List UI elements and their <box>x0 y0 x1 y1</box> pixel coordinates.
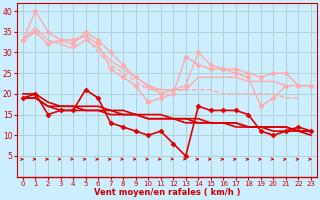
X-axis label: Vent moyen/en rafales ( km/h ): Vent moyen/en rafales ( km/h ) <box>94 188 240 197</box>
